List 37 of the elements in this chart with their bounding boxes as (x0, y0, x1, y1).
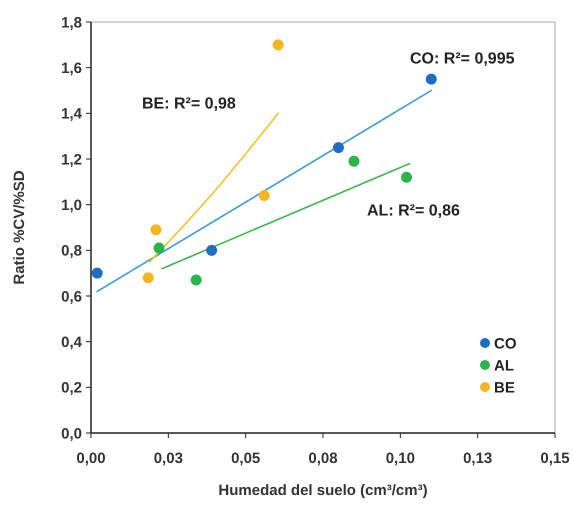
x-tick-label: 0,00 (76, 450, 106, 467)
legend-label: BE (494, 379, 515, 396)
y-tick-label: 0,2 (61, 380, 82, 397)
point (206, 244, 218, 256)
x-tick-label: 0,03 (154, 450, 183, 467)
y-tick-label: 0,8 (61, 242, 82, 260)
y-tick-label: 1,2 (61, 151, 82, 168)
point (332, 142, 344, 154)
point (154, 242, 165, 254)
y-tick-label: 1,0 (61, 196, 82, 214)
point (258, 190, 270, 202)
legend-label: CO (494, 335, 517, 352)
x-tick-label: 0,08 (308, 450, 338, 467)
x-tick-label: 0,05 (231, 450, 260, 467)
x-tick-label: 0,13 (463, 450, 492, 467)
annotation: BE: R²= 0,98 (142, 96, 236, 113)
point (190, 274, 202, 286)
y-tick-label: 1,8 (61, 14, 82, 32)
annotation: CO: R²= 0,995 (410, 50, 515, 68)
y-tick-label: 1,4 (61, 106, 83, 123)
y-tick-label: 0,0 (61, 425, 82, 442)
point (92, 268, 103, 279)
y-tick-label: 0,4 (61, 334, 83, 351)
x-tick-label: 0,15 (540, 450, 570, 467)
x-axis-title: Humedad del suelo (cm³/cm³) (218, 482, 428, 499)
point (401, 172, 412, 183)
y-tick-label: 1,6 (61, 60, 82, 77)
x-tick-label: 0,10 (386, 450, 415, 467)
legend-label: AL (494, 357, 514, 374)
y-tick-label: 0,6 (61, 288, 82, 306)
point (142, 272, 154, 284)
point (348, 156, 360, 167)
annotation: AL: R²= 0,86 (367, 202, 460, 220)
point (272, 39, 284, 50)
point (150, 224, 162, 236)
point (426, 74, 437, 85)
y-axis-title: Ratio %CV/%SD (11, 170, 28, 285)
